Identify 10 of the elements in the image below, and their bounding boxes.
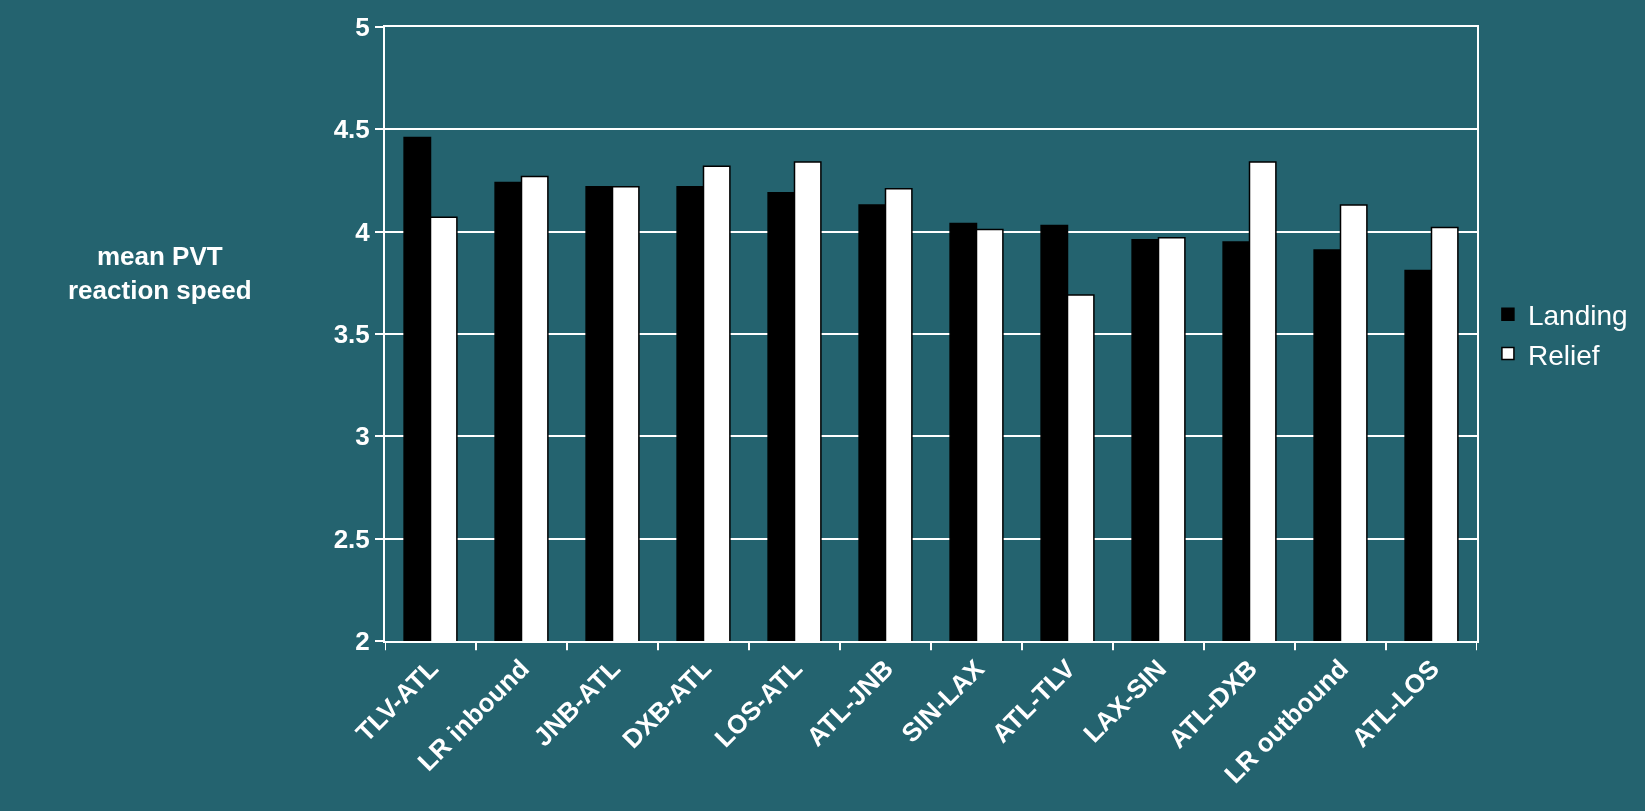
legend-label: Landing [1527, 300, 1628, 332]
y-tick-label: 2.5 [333, 523, 370, 554]
y-axis-title: mean PVT reaction speed [68, 241, 252, 305]
y-tick-label: 3 [355, 421, 370, 452]
legend-label: Relief [1527, 339, 1600, 371]
y-tick-label: 4.5 [333, 114, 370, 145]
y-tick-label: 5 [355, 12, 370, 43]
y-tick-label: 2 [355, 626, 370, 657]
y-tick-label: 3.5 [333, 319, 370, 350]
y-tick-label: 4 [355, 216, 371, 247]
